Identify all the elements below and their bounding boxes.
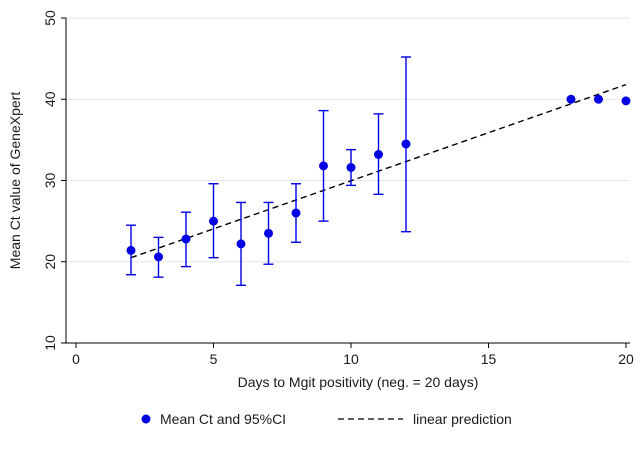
errorbar-layer	[126, 56, 411, 287]
data-point-x3	[154, 252, 163, 262]
data-point-x20	[621, 96, 631, 106]
legend-marker-points	[141, 414, 151, 424]
x-tick-label-15: 15	[481, 351, 497, 367]
data-point-x8	[291, 208, 301, 218]
y-tick-label-50: 50	[42, 10, 58, 26]
y-axis-title: Mean Ct value of GeneXpert	[7, 92, 23, 270]
points-layer	[126, 94, 631, 262]
y-tick-label-10: 10	[42, 335, 58, 351]
x-tick-label-10: 10	[343, 351, 359, 367]
data-point-x10	[346, 163, 356, 172]
x-tick-label-20: 20	[618, 351, 634, 367]
legend: Mean Ct and 95%CI linear prediction	[141, 411, 512, 427]
data-point-x11	[374, 150, 383, 159]
data-point-x12	[401, 139, 411, 149]
data-point-x7	[264, 228, 273, 238]
x-tick-label-0: 0	[72, 351, 80, 367]
legend-label-points: Mean Ct and 95%CI	[160, 411, 286, 427]
x-axis-title: Days to Mgit positivity (neg. = 20 days)	[238, 374, 479, 390]
data-point-x5	[209, 216, 218, 226]
data-point-x2	[126, 245, 136, 255]
data-point-x18	[566, 94, 576, 104]
data-point-x4	[181, 234, 191, 244]
y-tick-label-20: 20	[42, 254, 58, 270]
grid-layer	[66, 17, 630, 344]
data-point-x19	[594, 94, 603, 104]
data-point-x6	[236, 239, 246, 249]
y-tick-label-30: 30	[42, 173, 58, 189]
data-point-x9	[319, 161, 328, 171]
legend-label-line: linear prediction	[413, 411, 512, 427]
x-tick-label-5: 5	[210, 351, 218, 367]
y-tick-label-40: 40	[42, 91, 58, 107]
ticks-layer: 10 20 30 40 50 0 5 10 15 20	[42, 10, 634, 367]
